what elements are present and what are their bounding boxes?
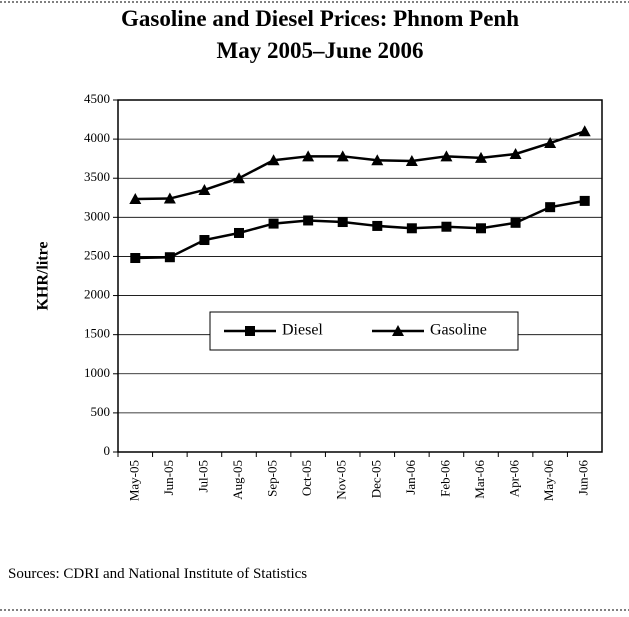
marker (475, 151, 487, 163)
chart-title: Gasoline and Diesel Prices: Phnom Penh (121, 6, 519, 31)
x-tick-label: Sep-05 (265, 460, 280, 497)
y-tick-label: 4000 (84, 130, 110, 145)
x-tick-label: Oct-05 (299, 460, 314, 496)
chart-subtitle: May 2005–June 2006 (217, 38, 424, 63)
marker (302, 150, 315, 162)
marker (268, 218, 279, 229)
x-tick-label: Mar-06 (472, 460, 487, 499)
marker (234, 227, 244, 238)
marker (303, 215, 314, 226)
y-tick-label: 1500 (84, 326, 110, 341)
y-tick-label: 500 (91, 404, 111, 419)
marker (440, 150, 453, 162)
marker (544, 137, 557, 149)
marker (405, 155, 418, 167)
x-tick-label: Dec-05 (368, 460, 383, 498)
series-line (135, 130, 586, 201)
marker (510, 217, 521, 228)
marker (337, 217, 348, 228)
y-tick-label: 3500 (84, 169, 110, 184)
y-tick-label: 2000 (84, 287, 110, 302)
y-tick-label: 4500 (84, 91, 110, 106)
series-line (135, 199, 585, 260)
marker (198, 183, 211, 195)
marker (578, 125, 591, 137)
x-tick-label: Nov-05 (334, 460, 349, 500)
marker (336, 150, 349, 162)
x-tick-label: Apr-06 (507, 460, 522, 498)
source-note: Sources: CDRI and National Institute of … (8, 566, 307, 582)
marker (163, 192, 176, 204)
marker (545, 202, 556, 213)
legend-marker (245, 326, 255, 336)
legend-label: Gasoline (430, 322, 487, 339)
marker (579, 195, 590, 206)
x-tick-label: May-05 (126, 460, 141, 501)
marker (130, 253, 141, 264)
y-tick-label: 0 (104, 443, 111, 458)
x-tick-label: Feb-06 (437, 460, 452, 497)
marker (267, 154, 280, 166)
marker (476, 223, 486, 234)
marker (164, 252, 175, 263)
x-tick-label: Jul-05 (195, 460, 210, 493)
x-tick-label: Jan-06 (403, 460, 418, 495)
marker (406, 223, 417, 234)
marker (441, 221, 452, 232)
y-axis-label: KHR/litre (35, 241, 52, 310)
x-tick-label: May-06 (541, 460, 556, 502)
x-tick-label: Jun-05 (161, 460, 176, 495)
legend-marker (392, 325, 404, 336)
y-tick-label: 3000 (84, 208, 110, 223)
marker (509, 147, 522, 159)
x-tick-label: Jun-06 (576, 460, 591, 496)
marker (372, 220, 383, 231)
legend-label: Diesel (282, 322, 323, 339)
marker (233, 172, 245, 184)
marker (199, 235, 210, 246)
plot-frame (117, 99, 603, 453)
x-tick-label: Aug-05 (230, 460, 245, 500)
y-tick-label: 1000 (84, 365, 110, 380)
marker (129, 192, 142, 204)
marker (371, 154, 384, 166)
y-tick-label: 2500 (84, 247, 110, 262)
